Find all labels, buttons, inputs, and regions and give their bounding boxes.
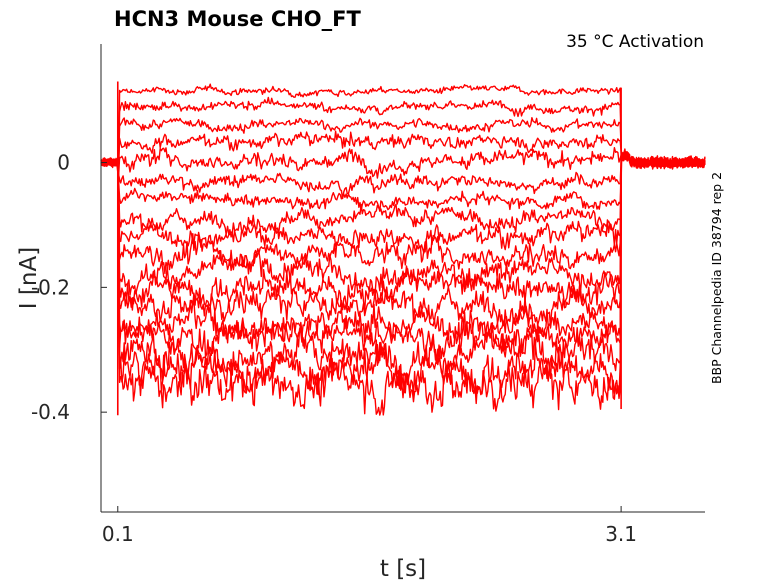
- x-axis-ticks: 0.1 3.1: [102, 506, 637, 546]
- current-trace-line: [100, 146, 706, 182]
- current-trace-line: [100, 116, 706, 171]
- current-traces: [100, 81, 706, 416]
- current-trace-line: [100, 153, 706, 335]
- x-tick-label: 0.1: [102, 522, 134, 546]
- current-trace-line: [100, 152, 706, 387]
- current-trace-line: [100, 96, 706, 186]
- plot-area: 0.1 3.1 0 -0.2 -0.4: [31, 44, 706, 546]
- current-trace-line: [100, 130, 706, 176]
- current-trace-line: [100, 150, 706, 200]
- y-tick-label: 0: [57, 151, 70, 175]
- current-trace-line: [101, 148, 706, 254]
- y-tick-label: -0.4: [31, 400, 70, 424]
- current-trace-line: [100, 153, 706, 400]
- current-trace-line: [100, 152, 706, 313]
- current-trace-line: [100, 151, 706, 416]
- current-trace-line: [100, 150, 706, 348]
- x-tick-label: 3.1: [605, 522, 637, 546]
- current-trace-line: [100, 150, 706, 239]
- x-axis-label: t [s]: [380, 556, 426, 582]
- current-trace-line: [100, 151, 706, 275]
- temperature-protocol-annotation: 35 °C Activation: [566, 32, 704, 52]
- current-trace-line: [100, 83, 706, 186]
- current-trace-line: [100, 152, 706, 303]
- current-trace-line: [100, 152, 706, 364]
- current-trace-line: [100, 152, 706, 212]
- channelpedia-id-label: BBP Channelpedia ID 38794 rep 2: [709, 172, 724, 384]
- y-axis-ticks: 0 -0.2 -0.4: [31, 151, 107, 424]
- chart-title: HCN3 Mouse CHO_FT: [114, 7, 361, 31]
- y-tick-label: -0.2: [31, 275, 70, 299]
- y-axis-label: I [nA]: [16, 247, 42, 309]
